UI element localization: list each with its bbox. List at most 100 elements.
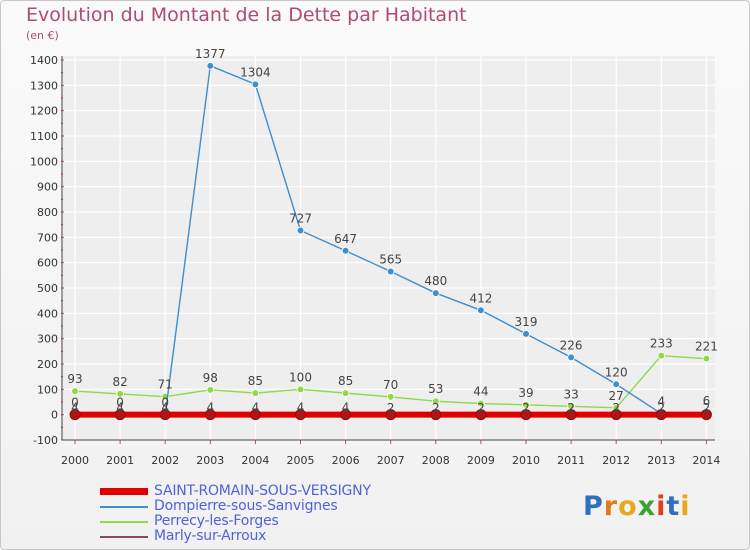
data-label-0: 0 xyxy=(522,408,530,422)
series-point-2 xyxy=(702,354,711,363)
data-label-3: 4 xyxy=(71,401,79,415)
series-point-0 xyxy=(385,409,397,421)
series-point-1 xyxy=(296,226,305,235)
data-label-3: 2 xyxy=(477,401,485,415)
logo-letter: r xyxy=(603,491,619,522)
data-label-0: 0 xyxy=(116,408,124,422)
y-tick-label: 300 xyxy=(37,333,58,346)
y-tick-label: 600 xyxy=(37,257,58,270)
data-label-0: 0 xyxy=(161,408,169,422)
x-tick-label: 2004 xyxy=(241,454,269,467)
data-label-2: 82 xyxy=(112,375,127,389)
y-tick-label: 1100 xyxy=(30,130,58,143)
data-label-2: 39 xyxy=(518,386,533,400)
series-point-0 xyxy=(114,409,126,421)
series-point-0 xyxy=(340,409,352,421)
legend-label: Dompierre-sous-Sanvignes xyxy=(154,498,338,514)
series-point-0 xyxy=(295,409,306,421)
data-label-1: 6 xyxy=(703,394,711,408)
series-point-1 xyxy=(522,330,530,338)
x-tick-label: 2001 xyxy=(106,454,134,467)
series-point-0 xyxy=(700,409,712,421)
data-label-1: 120 xyxy=(605,365,628,379)
series-point-1 xyxy=(341,246,350,255)
x-tick-label: 2008 xyxy=(422,454,450,467)
data-label-2: 70 xyxy=(383,378,398,392)
series-point-1 xyxy=(567,353,575,362)
logo-letter: t xyxy=(666,491,681,522)
data-label-0: 0 xyxy=(297,408,305,422)
data-label-3: 4 xyxy=(116,401,124,415)
data-label-0: 0 xyxy=(567,408,575,422)
series-point-2 xyxy=(206,386,215,394)
series-point-0 xyxy=(655,409,667,421)
y-tick-label: 1000 xyxy=(30,155,58,168)
series-point-2 xyxy=(431,397,440,406)
data-label-0: 0 xyxy=(703,408,711,422)
data-label-3: 2 xyxy=(432,401,440,415)
data-label-1: 226 xyxy=(560,338,583,352)
y-tick-label: 100 xyxy=(37,383,58,396)
data-label-1: 1377 xyxy=(195,47,226,61)
y-tick-label: -100 xyxy=(33,434,58,447)
y-tick-label: 500 xyxy=(37,282,58,295)
proxiti-logo: Proxiti xyxy=(583,491,691,522)
y-axis-unit-label: (en €) xyxy=(26,29,59,42)
x-tick-label: 2011 xyxy=(557,454,585,467)
x-tick-label: 2005 xyxy=(287,454,315,467)
series-point-1 xyxy=(431,289,440,297)
series-point-0 xyxy=(520,409,532,421)
series-point-0 xyxy=(69,409,81,421)
series-point-0 xyxy=(430,409,442,421)
series-point-2 xyxy=(296,385,305,394)
x-tick-label: 2013 xyxy=(647,454,675,467)
data-label-3: 2 xyxy=(703,401,711,415)
data-label-2: 233 xyxy=(650,337,673,351)
series-point-2 xyxy=(522,400,530,409)
legend-label: Perrecy-les-Forges xyxy=(154,513,279,529)
series-point-2 xyxy=(71,387,79,395)
series-point-0 xyxy=(565,409,577,421)
logo-letter: i xyxy=(680,491,691,522)
series-point-0 xyxy=(475,409,487,421)
x-tick-label: 2006 xyxy=(332,454,360,467)
series-point-2 xyxy=(386,393,395,401)
chart-title: Evolution du Montant de la Dette par Hab… xyxy=(26,4,467,26)
logo-letter: o xyxy=(618,491,638,522)
data-label-1: 4 xyxy=(657,395,665,409)
y-tick-label: 1400 xyxy=(30,54,58,67)
series-point-0 xyxy=(249,409,261,421)
data-label-3: 4 xyxy=(342,401,350,415)
y-tick-label: 700 xyxy=(37,231,58,244)
logo-letter: x xyxy=(637,491,657,522)
legend-label: Marly-sur-Arroux xyxy=(154,528,267,544)
data-label-0: 0 xyxy=(206,408,214,422)
data-label-2: 98 xyxy=(203,371,218,385)
y-tick-label: 200 xyxy=(37,358,58,371)
series-point-0 xyxy=(610,409,622,421)
y-tick-label: 900 xyxy=(37,181,58,194)
data-label-1: 727 xyxy=(289,211,312,225)
series-point-1 xyxy=(612,380,620,389)
data-label-3: 4 xyxy=(252,401,260,415)
series-point-2 xyxy=(657,351,666,360)
data-label-3: 2 xyxy=(612,401,620,415)
series-point-0 xyxy=(159,409,171,421)
data-label-1: 647 xyxy=(334,232,357,246)
y-tick-label: 800 xyxy=(37,206,58,219)
data-label-2: 85 xyxy=(248,374,263,388)
data-label-1: 0 xyxy=(71,396,79,410)
data-label-0: 0 xyxy=(252,408,260,422)
data-label-1: 0 xyxy=(116,396,124,410)
data-label-1: 565 xyxy=(379,253,402,267)
x-tick-label: 2010 xyxy=(512,454,540,467)
y-tick-label: 0 xyxy=(51,409,58,422)
data-label-1: 480 xyxy=(424,274,447,288)
series-point-2 xyxy=(116,390,124,398)
data-label-0: 0 xyxy=(71,408,79,422)
x-tick-label: 2009 xyxy=(467,454,495,467)
data-label-2: 71 xyxy=(158,378,173,392)
x-tick-label: 2000 xyxy=(61,454,89,467)
series-point-0 xyxy=(204,409,216,421)
data-label-2: 221 xyxy=(695,340,718,354)
